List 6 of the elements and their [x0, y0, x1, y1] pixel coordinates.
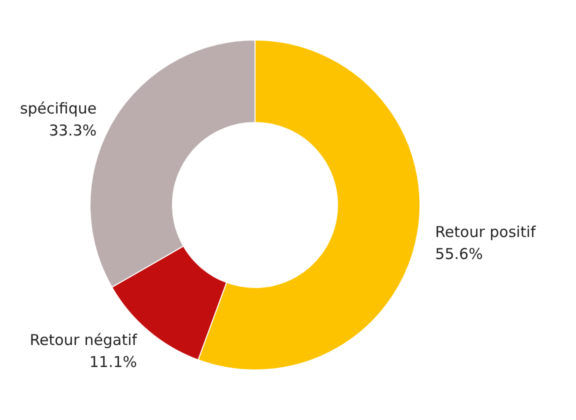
data-label: 33.3%: [48, 121, 97, 140]
data-label: 55.6%: [435, 245, 483, 264]
slice-label: Retour positif: [435, 223, 536, 242]
slice-label: Retour négatif: [30, 330, 138, 349]
data-label: 11.1%: [89, 352, 138, 371]
slice-label: spécifique: [20, 99, 97, 118]
